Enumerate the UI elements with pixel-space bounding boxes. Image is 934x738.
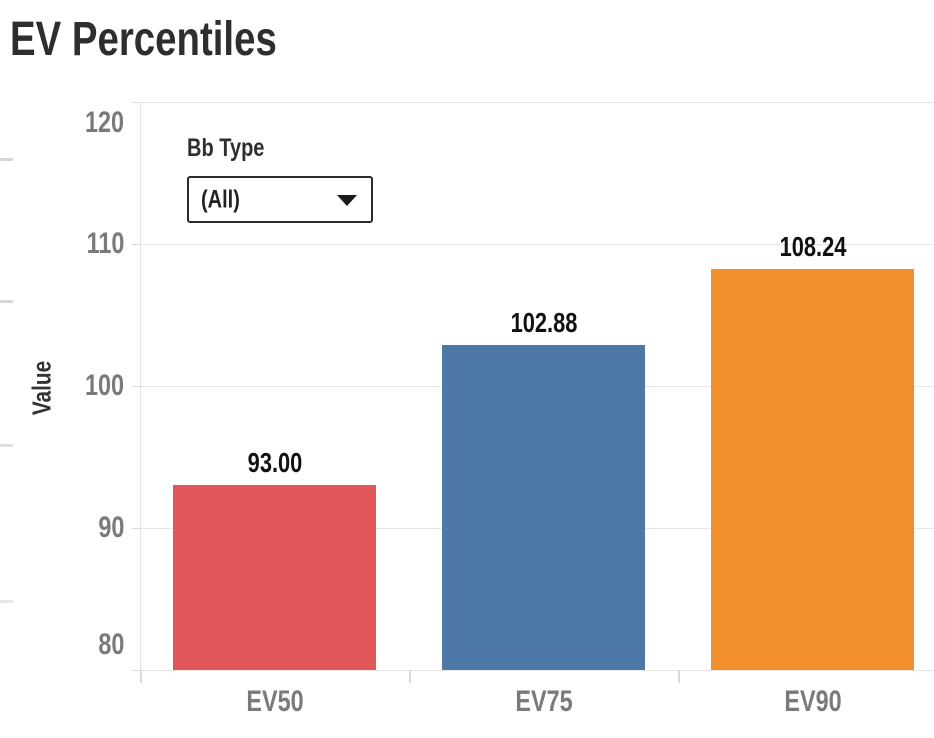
x-axis-label: EV50 [246, 685, 304, 718]
left-edge-tick [0, 158, 13, 161]
gridline [140, 102, 934, 103]
x-axis-label: EV90 [784, 685, 842, 718]
y-axis-tick-label: 100 [84, 369, 124, 402]
x-axis-tick [678, 670, 680, 683]
bar-value-label: 108.24 [779, 231, 847, 262]
bar-ev90[interactable] [711, 269, 914, 670]
chevron-down-icon [337, 194, 357, 206]
y-axis-tick [132, 102, 140, 103]
gridline [140, 244, 934, 245]
x-axis-tick [409, 670, 411, 683]
bar-ev75[interactable] [442, 345, 645, 670]
y-axis-tick-label: 80 [97, 628, 124, 661]
y-axis-tick [132, 670, 140, 671]
y-axis-tick-label: 120 [84, 106, 124, 139]
y-axis-title: Value [26, 360, 57, 416]
bar-ev50[interactable] [173, 485, 376, 670]
x-axis-tick [140, 670, 142, 683]
y-axis-tick-label: 110 [86, 227, 124, 260]
y-axis-line [140, 102, 141, 670]
filter-label: Bb Type [187, 134, 265, 162]
dropdown-selected-value: (All) [201, 185, 240, 213]
page-title: EV Percentiles [10, 13, 277, 66]
y-axis-tick [132, 528, 140, 529]
x-axis-label: EV75 [515, 685, 573, 718]
gridline [140, 670, 934, 671]
bar-value-label: 102.88 [510, 307, 578, 338]
y-axis-tick [132, 244, 140, 245]
left-edge-tick [0, 444, 13, 447]
left-edge-tick [0, 600, 13, 603]
bar-value-label: 93.00 [247, 447, 303, 478]
bb-type-dropdown[interactable]: (All) [187, 176, 373, 223]
y-axis-tick [132, 386, 140, 387]
left-edge-tick [0, 300, 13, 303]
y-axis-tick-label: 90 [97, 511, 124, 544]
